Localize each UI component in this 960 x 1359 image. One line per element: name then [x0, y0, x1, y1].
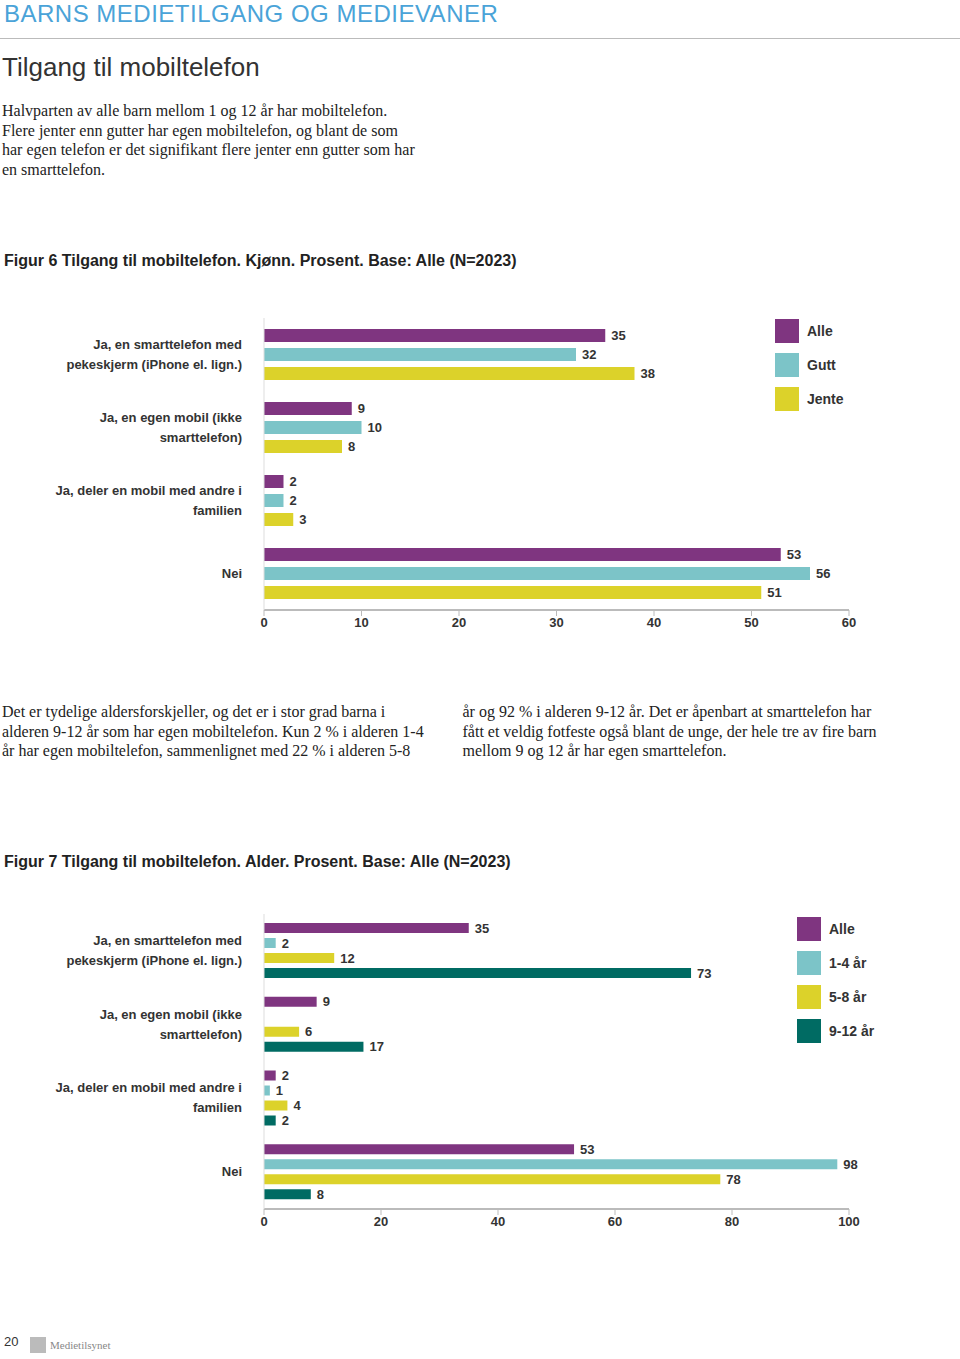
- svg-text:80: 80: [725, 1214, 739, 1229]
- svg-text:2: 2: [282, 936, 289, 951]
- html-text:Det er tydelige aldersforskjel: Det er tydelige aldersforskjeller, og de…: [2, 703, 877, 759]
- svg-text:38: 38: [641, 366, 655, 381]
- html-text:Figur 6 Tilgang til mobiltelef: Figur 6 Tilgang til mobiltelefon. Kjønn.…: [4, 252, 517, 269]
- svg-text:Ja, en smarttelefon med: Ja, en smarttelefon med: [93, 337, 242, 352]
- html-text:5-8 år: 5-8 år: [829, 989, 867, 1005]
- html-text:Medietilsynet: Medietilsynet: [50, 1339, 111, 1351]
- svg-text:Ja, deler en mobil med andre i: Ja, deler en mobil med andre i: [56, 483, 242, 498]
- svg-text:30: 30: [549, 615, 563, 630]
- svg-text:73: 73: [697, 966, 711, 981]
- svg-text:56: 56: [816, 566, 830, 581]
- svg-text:35: 35: [611, 328, 625, 343]
- svg-text:60: 60: [608, 1214, 622, 1229]
- svg-text:smarttelefon): smarttelefon): [160, 430, 242, 445]
- svg-text:0: 0: [260, 1214, 267, 1229]
- svg-text:4: 4: [293, 1098, 301, 1113]
- svg-text:40: 40: [647, 615, 661, 630]
- svg-text:pekeskjerm (iPhone el. lign.): pekeskjerm (iPhone el. lign.): [66, 953, 242, 968]
- svg-text:78: 78: [726, 1172, 740, 1187]
- html-text:Alle: Alle: [829, 921, 855, 937]
- svg-text:familien: familien: [193, 503, 242, 518]
- html-text:9-12 år: 9-12 år: [829, 1023, 875, 1039]
- html-text:1-4 år: 1-4 år: [829, 955, 867, 971]
- svg-text:Nei: Nei: [222, 1164, 242, 1179]
- html-text:Figur 7 Tilgang til mobiltelef: Figur 7 Tilgang til mobiltelefon. Alder.…: [4, 853, 511, 870]
- svg-text:17: 17: [369, 1039, 383, 1054]
- svg-text:Ja, en egen mobil (ikke: Ja, en egen mobil (ikke: [100, 1007, 242, 1022]
- svg-text:8: 8: [317, 1187, 324, 1202]
- svg-text:40: 40: [491, 1214, 505, 1229]
- svg-text:35: 35: [475, 921, 489, 936]
- svg-text:20: 20: [374, 1214, 388, 1229]
- svg-text:20: 20: [452, 615, 466, 630]
- svg-text:2: 2: [290, 493, 297, 508]
- html-text:Tilgang til mobiltelefon: Tilgang til mobiltelefon: [2, 52, 260, 82]
- svg-text:9: 9: [358, 401, 365, 416]
- svg-text:2: 2: [282, 1113, 289, 1128]
- html-text:Gutt: Gutt: [807, 357, 836, 373]
- svg-text:0: 0: [260, 615, 267, 630]
- svg-text:10: 10: [354, 615, 368, 630]
- svg-text:Ja, en smarttelefon med: Ja, en smarttelefon med: [93, 933, 242, 948]
- svg-text:2: 2: [290, 474, 297, 489]
- svg-text:1: 1: [276, 1083, 283, 1098]
- svg-text:smarttelefon): smarttelefon): [160, 1027, 242, 1042]
- svg-text:32: 32: [582, 347, 596, 362]
- svg-text:50: 50: [744, 615, 758, 630]
- svg-text:8: 8: [348, 439, 355, 454]
- svg-text:familien: familien: [193, 1100, 242, 1115]
- svg-text:53: 53: [580, 1142, 594, 1157]
- svg-text:2: 2: [282, 1068, 289, 1083]
- html-text:Alle: Alle: [807, 323, 833, 339]
- svg-text:3: 3: [299, 512, 306, 527]
- html-text:Halvparten av alle barn mellom: Halvparten av alle barn mellom 1 og 12 å…: [2, 102, 415, 178]
- svg-text:9: 9: [323, 994, 330, 1009]
- svg-text:51: 51: [767, 585, 781, 600]
- svg-text:6: 6: [305, 1024, 312, 1039]
- svg-text:12: 12: [340, 951, 354, 966]
- svg-text:100: 100: [838, 1214, 860, 1229]
- svg-text:98: 98: [843, 1157, 857, 1172]
- html-text:Jente: Jente: [807, 391, 844, 407]
- svg-text:pekeskjerm (iPhone el. lign.): pekeskjerm (iPhone el. lign.): [66, 357, 242, 372]
- svg-text:Ja, en egen mobil (ikke: Ja, en egen mobil (ikke: [100, 410, 242, 425]
- svg-text:60: 60: [842, 615, 856, 630]
- svg-text:Ja, deler en mobil med andre i: Ja, deler en mobil med andre i: [56, 1080, 242, 1095]
- svg-text:53: 53: [787, 547, 801, 562]
- svg-text:10: 10: [368, 420, 382, 435]
- html-text:20: 20: [4, 1334, 19, 1349]
- html-text:BARNS MEDIETILGANG OG MEDIEVAN: BARNS MEDIETILGANG OG MEDIEVANER: [4, 0, 499, 27]
- svg-text:Nei: Nei: [222, 566, 242, 581]
